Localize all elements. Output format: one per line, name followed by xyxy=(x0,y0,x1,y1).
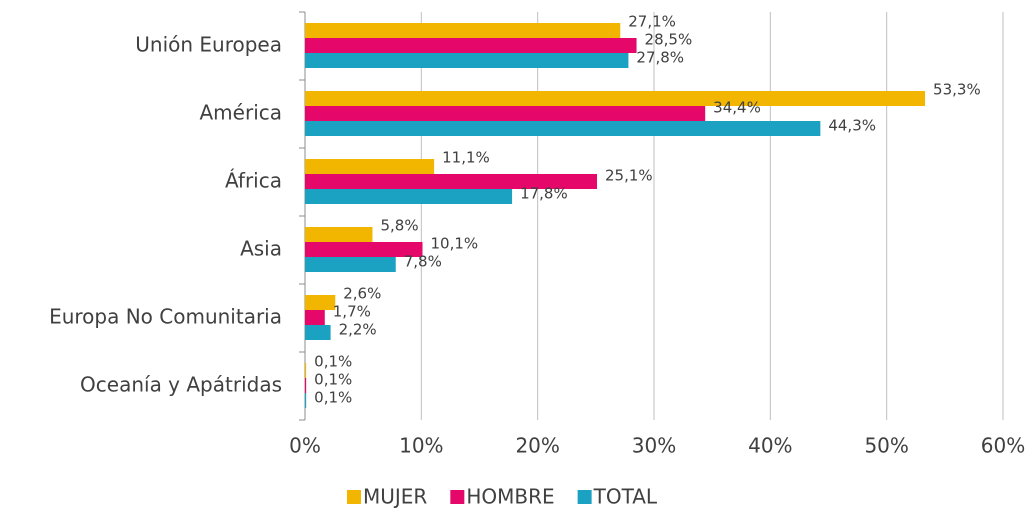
y-tick-label: Oceanía y Apátridas xyxy=(80,373,282,397)
data-label: 10,1% xyxy=(430,235,478,253)
legend-label: TOTAL xyxy=(593,485,658,509)
data-label: 5,8% xyxy=(380,217,418,235)
bar xyxy=(305,242,423,257)
x-tick-label: 10% xyxy=(399,434,443,458)
data-label: 0,1% xyxy=(314,389,352,407)
bar xyxy=(305,189,513,204)
bar xyxy=(305,53,629,68)
bar xyxy=(305,227,373,242)
data-label: 2,6% xyxy=(343,285,381,303)
data-label: 0,1% xyxy=(314,371,352,389)
data-label: 11,1% xyxy=(442,149,490,167)
x-tick-label: 50% xyxy=(864,434,908,458)
bar xyxy=(305,159,435,174)
data-label: 7,8% xyxy=(404,253,442,271)
y-tick-label: Asia xyxy=(240,237,282,261)
data-label: 34,4% xyxy=(713,99,761,117)
data-label: 25,1% xyxy=(605,167,653,185)
data-label: 17,8% xyxy=(520,185,568,203)
legend-swatch xyxy=(577,490,592,504)
y-tick-label: América xyxy=(200,101,283,125)
x-tick-label: 20% xyxy=(515,434,559,458)
data-label: 0,1% xyxy=(314,353,352,371)
bar xyxy=(305,257,396,272)
bar xyxy=(305,295,336,310)
bar xyxy=(305,121,821,136)
data-label: 2,2% xyxy=(339,321,377,339)
data-label: 28,5% xyxy=(645,31,693,49)
x-tick-label: 60% xyxy=(981,434,1025,458)
bar xyxy=(305,38,637,53)
data-label: 1,7% xyxy=(333,303,371,321)
legend-label: HOMBRE xyxy=(466,485,554,509)
legend-swatch xyxy=(347,490,361,504)
x-tick-label: 30% xyxy=(632,434,676,458)
bar xyxy=(305,91,926,106)
bar xyxy=(305,378,307,393)
bar xyxy=(305,174,597,189)
bar xyxy=(305,325,331,340)
data-label: 27,1% xyxy=(628,13,676,31)
data-label: 53,3% xyxy=(933,81,981,99)
bar xyxy=(305,106,706,121)
bar xyxy=(305,393,307,408)
bar xyxy=(305,310,325,325)
x-tick-label: 0% xyxy=(289,434,321,458)
data-label: 27,8% xyxy=(636,49,684,67)
y-tick-label: Unión Europea xyxy=(135,33,282,57)
x-tick-label: 40% xyxy=(748,434,792,458)
legend-label: MUJER xyxy=(363,485,427,509)
y-tick-label: Europa No Comunitaria xyxy=(49,305,282,329)
bar xyxy=(305,23,621,38)
bar xyxy=(305,363,307,378)
data-label: 44,3% xyxy=(828,117,876,135)
legend-swatch xyxy=(450,490,465,504)
y-tick-label: África xyxy=(225,169,282,193)
